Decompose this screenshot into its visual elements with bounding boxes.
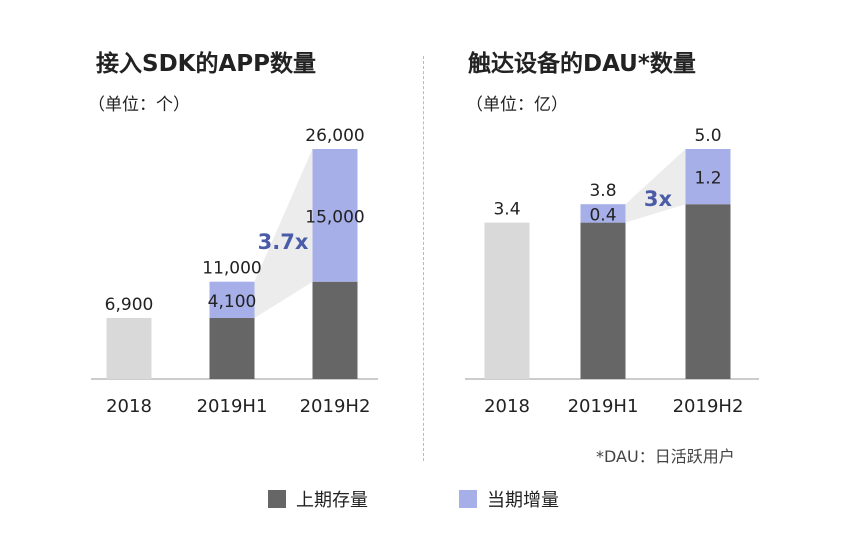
bar-increment-2019H1 bbox=[209, 281, 255, 318]
x-tick-2019H1: 2019H1 bbox=[568, 396, 639, 417]
legend-increment-swatch bbox=[459, 490, 477, 508]
x-tick-2018: 2018 bbox=[484, 396, 530, 417]
bar-stock-2019H1 bbox=[580, 222, 626, 379]
x-tick-2018: 2018 bbox=[106, 396, 152, 417]
growth-wedge bbox=[625, 149, 686, 223]
legend-increment: 当期增量 bbox=[459, 486, 559, 512]
bar-stock-2018 bbox=[106, 317, 152, 379]
increment-label-2019H2: 15,000 bbox=[305, 207, 364, 227]
legend-stock-label: 上期存量 bbox=[296, 490, 368, 511]
growth-wedge bbox=[254, 149, 313, 318]
dau-footnote: *DAU：日活跃用户 bbox=[596, 447, 735, 466]
x-tick-2019H2: 2019H2 bbox=[673, 396, 744, 417]
right-chart-unit: （单位：亿） bbox=[466, 95, 568, 115]
legend-stock-swatch bbox=[268, 490, 286, 508]
bar-increment-2019H1 bbox=[580, 204, 626, 223]
total-label-2018: 3.4 bbox=[493, 200, 520, 220]
bar-stock-2019H1 bbox=[209, 317, 255, 379]
bar-increment-2019H2 bbox=[312, 149, 358, 282]
increment-label-2019H1: 4,100 bbox=[208, 292, 257, 312]
bar-stock-2019H2 bbox=[685, 204, 731, 379]
left-bar-chart: 6,900 2018 4,100 11,000 2019H1 15,000 26,000 20… bbox=[91, 126, 378, 417]
total-label-2019H1: 11,000 bbox=[202, 259, 261, 279]
legend-increment-label: 当期增量 bbox=[487, 490, 559, 511]
total-label-2019H1: 3.8 bbox=[589, 181, 616, 201]
x-tick-2019H2: 2019H2 bbox=[300, 396, 371, 417]
legend-stock: 上期存量 bbox=[268, 486, 368, 512]
x-tick-2019H1: 2019H1 bbox=[197, 396, 268, 417]
left-chart-title: 接入SDK的APP数量 bbox=[96, 51, 316, 77]
total-label-2019H2: 26,000 bbox=[305, 126, 364, 146]
right-chart-title: 触达设备的DAU*数量 bbox=[468, 51, 696, 77]
total-label-2018: 6,900 bbox=[105, 295, 154, 315]
right-bar-chart: 3.4 2018 0.4 3.8 2019H1 1.2 5.0 2019H2 3x bbox=[465, 126, 759, 417]
bar-increment-2019H2 bbox=[685, 149, 731, 205]
bar-stock-2019H2 bbox=[312, 281, 358, 379]
growth-multiplier: 3x bbox=[644, 187, 673, 211]
growth-multiplier: 3.7x bbox=[258, 230, 309, 254]
increment-label-2019H1: 0.4 bbox=[589, 205, 616, 225]
left-chart-unit: （单位：个） bbox=[88, 95, 190, 115]
total-label-2019H2: 5.0 bbox=[694, 126, 721, 146]
bar-stock-2018 bbox=[484, 222, 530, 379]
panel-divider bbox=[423, 56, 424, 461]
increment-label-2019H2: 1.2 bbox=[694, 169, 721, 189]
